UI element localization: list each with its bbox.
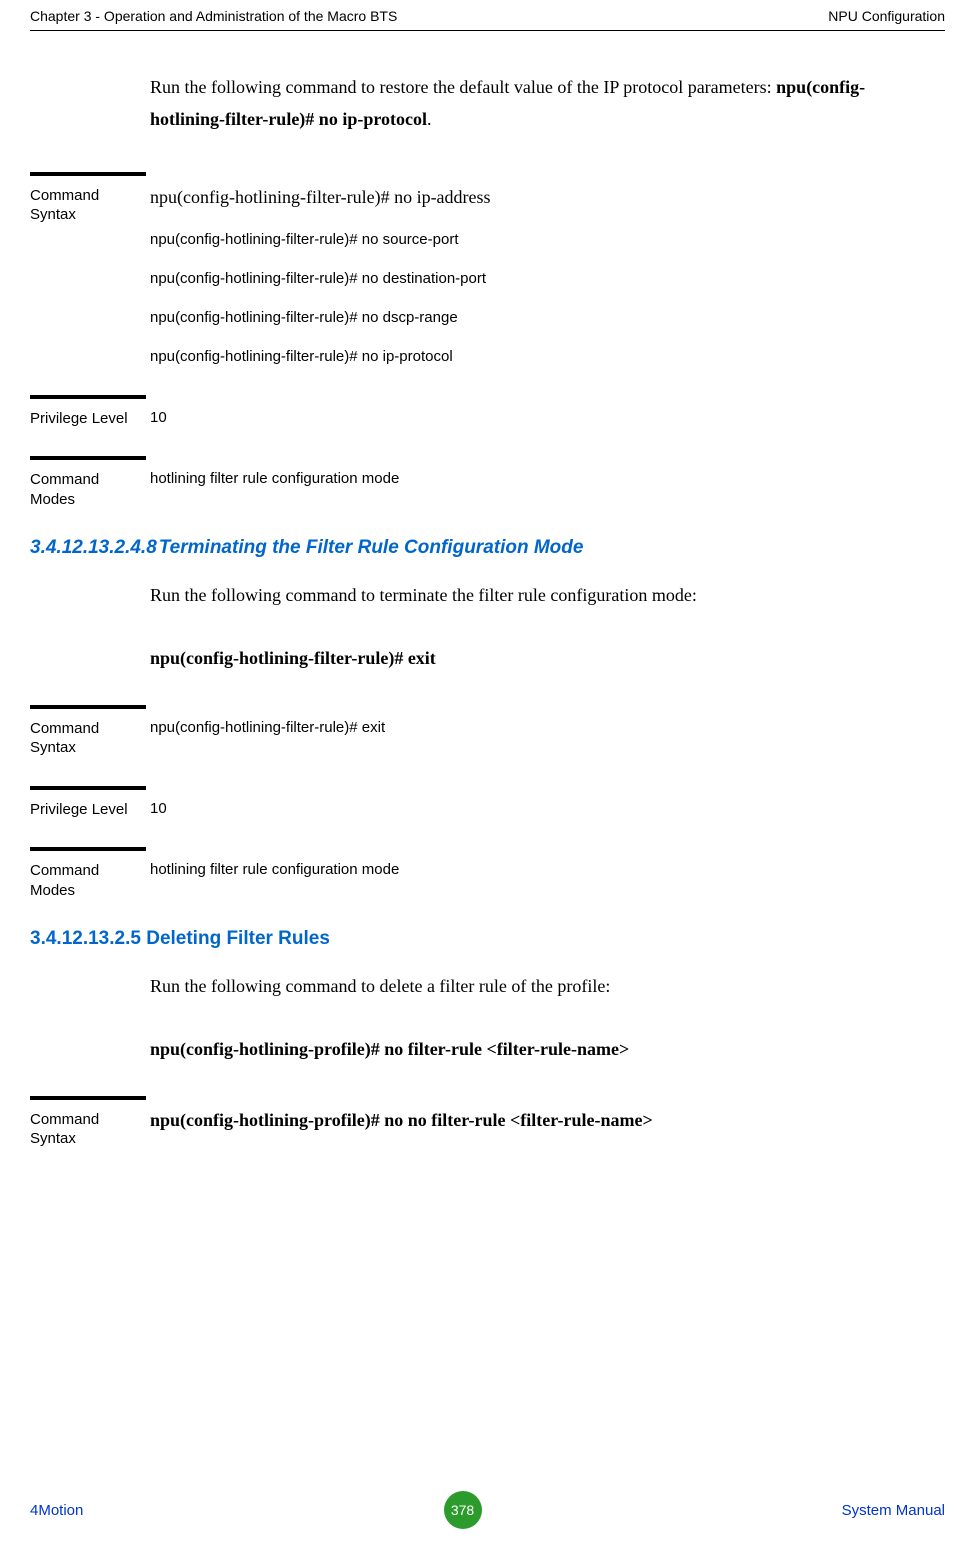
section-2-body: Run the following command to delete a fi…	[150, 970, 905, 1002]
section-2-command: npu(config-hotlining-profile)# no filter…	[150, 1039, 905, 1060]
syntax-value-3-text: npu(config-hotlining-profile)# no no fil…	[150, 1110, 653, 1130]
section-title: Terminating the Filter Rule Configuratio…	[159, 537, 584, 558]
command-modes-value-2: hotlining filter rule configuration mode	[146, 847, 905, 900]
command-syntax-value-3: npu(config-hotlining-profile)# no no fil…	[146, 1096, 905, 1149]
command-modes-label: Command Modes	[30, 456, 146, 509]
section-heading-terminating: 3.4.12.13.2.4.8Terminating the Filter Ru…	[30, 537, 945, 559]
privilege-level-row-2: Privilege Level 10	[30, 786, 905, 820]
intro-text-post: .	[427, 109, 432, 129]
command-syntax-value-2: npu(config-hotlining-filter-rule)# exit	[146, 705, 905, 758]
footer-left: 4Motion	[30, 1502, 83, 1519]
command-modes-row-2: Command Modes hotlining filter rule conf…	[30, 847, 905, 900]
command-syntax-row: Command Syntax npu(config-hotlining-filt…	[30, 172, 905, 367]
command-syntax-value: npu(config-hotlining-filter-rule)# no ip…	[146, 172, 905, 367]
privilege-level-value-2: 10	[146, 786, 905, 820]
section-number-2: 3.4.12.13.2.5	[30, 928, 141, 949]
header-left: Chapter 3 - Operation and Administration…	[30, 8, 397, 24]
section-heading-deleting: 3.4.12.13.2.5 Deleting Filter Rules	[30, 928, 945, 950]
syntax-line-4: npu(config-hotlining-filter-rule)# no ds…	[150, 307, 905, 328]
page-number-badge: 378	[444, 1491, 482, 1529]
section-title-2: Deleting Filter Rules	[146, 928, 330, 949]
page-footer: 4Motion 378 System Manual	[30, 1491, 945, 1529]
syntax-line-3: npu(config-hotlining-filter-rule)# no de…	[150, 268, 905, 289]
privilege-level-value: 10	[146, 395, 905, 429]
command-syntax-row-3: Command Syntax npu(config-hotlining-prof…	[30, 1096, 905, 1149]
section-1-body: Run the following command to terminate t…	[150, 579, 905, 611]
section-1-command: npu(config-hotlining-filter-rule)# exit	[150, 648, 905, 669]
syntax-line-5: npu(config-hotlining-filter-rule)# no ip…	[150, 346, 905, 367]
command-modes-label-2: Command Modes	[30, 847, 146, 900]
privilege-level-row: Privilege Level 10	[30, 395, 905, 429]
intro-text-pre: Run the following command to restore the…	[150, 77, 776, 97]
command-syntax-label-3: Command Syntax	[30, 1096, 146, 1149]
intro-paragraph: Run the following command to restore the…	[150, 71, 905, 136]
command-syntax-label: Command Syntax	[30, 172, 146, 367]
page-content: Run the following command to restore the…	[30, 31, 945, 1149]
command-modes-row: Command Modes hotlining filter rule conf…	[30, 456, 905, 509]
command-syntax-label-2: Command Syntax	[30, 705, 146, 758]
section-number: 3.4.12.13.2.4.8	[30, 537, 157, 558]
syntax-line-2: npu(config-hotlining-filter-rule)# no so…	[150, 229, 905, 250]
header-right: NPU Configuration	[828, 8, 945, 24]
privilege-level-label: Privilege Level	[30, 395, 146, 429]
command-modes-value: hotlining filter rule configuration mode	[146, 456, 905, 509]
footer-right: System Manual	[842, 1502, 945, 1519]
page-header: Chapter 3 - Operation and Administration…	[30, 0, 945, 31]
privilege-level-label-2: Privilege Level	[30, 786, 146, 820]
syntax-line-1: npu(config-hotlining-filter-rule)# no ip…	[150, 184, 905, 211]
command-syntax-row-2: Command Syntax npu(config-hotlining-filt…	[30, 705, 905, 758]
